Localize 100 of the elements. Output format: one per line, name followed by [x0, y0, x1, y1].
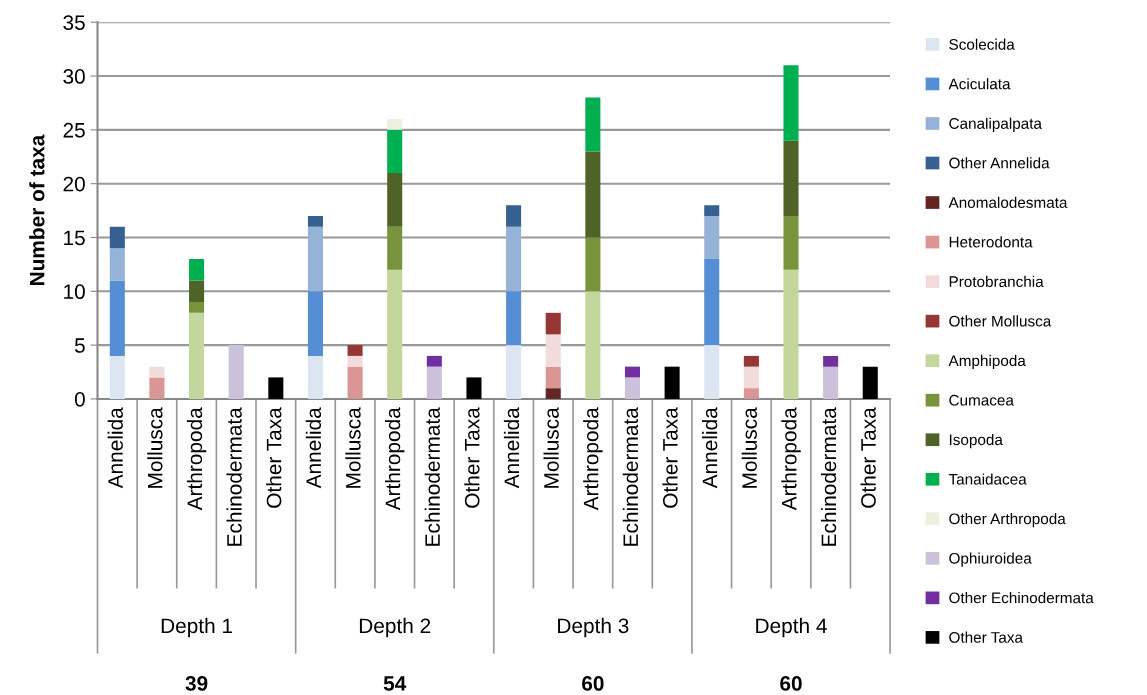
legend-label: Ophiuroidea	[949, 552, 1032, 567]
legend-label: Scolecida	[949, 38, 1015, 50]
y-axis-title: Number of taxa	[29, 134, 45, 286]
bar	[307, 226, 323, 292]
x-tick-label: Mollusca	[345, 407, 361, 488]
bar	[149, 377, 165, 399]
legend-label: Other Annelida	[949, 157, 1050, 169]
bar	[783, 215, 799, 270]
x-tick-label: Echinodermata	[622, 407, 639, 546]
bar	[545, 312, 561, 335]
legend-label: Other Taxa	[949, 631, 1023, 643]
bar	[783, 65, 799, 141]
bar	[704, 259, 720, 346]
bar	[704, 215, 720, 260]
bar	[307, 291, 323, 356]
bar	[545, 388, 561, 399]
bar	[109, 355, 125, 399]
bar	[783, 269, 799, 399]
legend-label: Other Arthropoda	[949, 512, 1066, 528]
bar	[307, 355, 323, 399]
x-tick-label: Arthropoda	[186, 407, 207, 511]
bar	[506, 291, 522, 346]
bar	[149, 366, 165, 378]
bar	[585, 151, 601, 238]
x-tick-label: Annelida	[702, 407, 718, 489]
text: 60	[582, 676, 604, 691]
bar	[783, 140, 799, 216]
y-tick-label: 0	[74, 391, 85, 407]
bar	[823, 355, 839, 367]
bar	[862, 366, 878, 399]
bar	[109, 226, 125, 249]
bar	[585, 237, 601, 292]
y-tick-label: 15	[64, 230, 85, 246]
bar	[743, 366, 759, 389]
x-tick-label: Other Taxa	[662, 407, 678, 508]
text: Depth 1	[161, 617, 233, 638]
x-tick-label: Echinodermata	[424, 407, 440, 546]
x-tick-label: Annelida	[107, 407, 123, 489]
legend-label: Anomalodesmata	[948, 196, 1068, 208]
legend-label: Isopoda	[949, 433, 1003, 449]
bar	[268, 377, 284, 399]
x-tick-label: Annelida	[503, 407, 520, 489]
bar	[585, 97, 601, 152]
x-tick-label: Mollusca	[147, 407, 163, 488]
x-tick-label: Other Taxa	[860, 407, 876, 508]
bar	[387, 226, 403, 270]
text: 39	[185, 676, 208, 691]
bar	[387, 129, 403, 173]
legend-label: Tanaidacea	[948, 473, 1027, 485]
legend-label: Aciculata	[948, 78, 1011, 90]
bar	[307, 215, 323, 227]
bar	[545, 366, 561, 389]
bar	[466, 377, 482, 399]
text: Depth 2	[359, 617, 431, 638]
x-tick-label: Arthropoda	[781, 407, 801, 511]
bar	[506, 345, 522, 399]
bar	[704, 205, 720, 216]
legend-label: Heterodonta	[949, 236, 1033, 248]
bar	[506, 205, 522, 227]
bar	[823, 366, 839, 399]
y-tick-label: 20	[63, 176, 85, 192]
bar	[387, 119, 403, 130]
bar	[109, 248, 125, 281]
text: Depth 3	[558, 617, 629, 638]
legend-label: Other Mollusca	[949, 315, 1052, 327]
bar	[426, 366, 442, 399]
text: 54	[383, 676, 407, 691]
y-tick-label: 30	[63, 69, 85, 84]
bar	[585, 291, 601, 399]
bar	[387, 269, 403, 399]
bar	[347, 355, 363, 367]
x-tick-label: Arthropoda	[583, 407, 603, 511]
x-tick-label: Echinodermata	[226, 407, 242, 546]
y-tick-label: 35	[63, 15, 85, 30]
bar	[347, 345, 363, 356]
x-tick-label: Echinodermata	[820, 407, 837, 546]
bar	[624, 366, 641, 378]
bar	[189, 259, 205, 281]
bar	[506, 226, 522, 292]
legend-label: Protobranchia	[949, 275, 1044, 288]
x-tick-label: Other Taxa	[464, 407, 480, 508]
x-tick-label: Annelida	[305, 407, 322, 489]
text: Depth 4	[756, 617, 827, 638]
y-tick-label: 10	[64, 284, 85, 300]
bar	[189, 302, 205, 313]
y-tick-label: 5	[74, 338, 85, 353]
legend-label: Cumacea	[949, 394, 1014, 406]
bar	[347, 366, 363, 399]
bar	[743, 355, 759, 367]
bar	[743, 388, 759, 399]
bar	[545, 334, 561, 367]
bar	[189, 312, 205, 399]
x-tick-label: Arthropoda	[385, 407, 405, 511]
bar	[624, 377, 641, 399]
bar	[228, 345, 244, 399]
x-tick-label: Mollusca	[741, 407, 757, 488]
legend-label: Amphipoda	[948, 354, 1026, 370]
bar	[387, 172, 403, 227]
x-tick-label: Other Taxa	[266, 407, 282, 508]
bar	[109, 280, 125, 356]
